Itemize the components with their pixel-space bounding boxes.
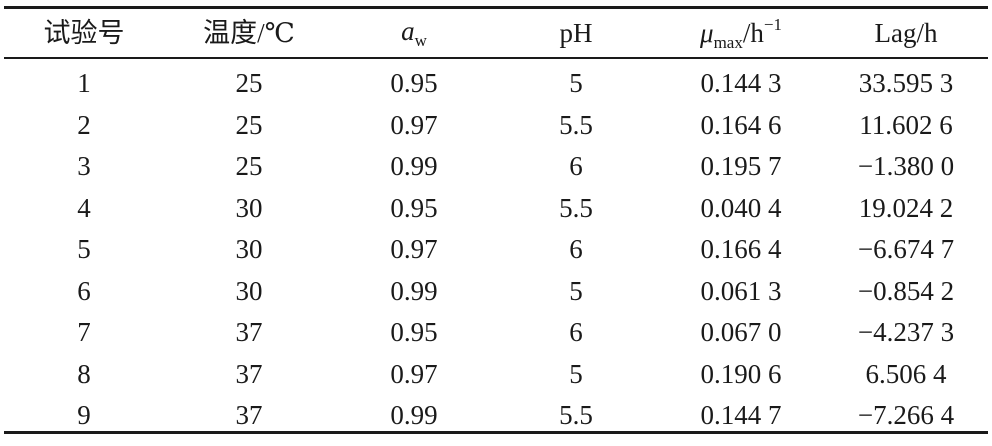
cell-lag-time: −6.674 7 (857, 234, 955, 265)
cell-lag-time: −4.237 3 (857, 317, 955, 348)
cell-ph: 6 (569, 151, 583, 182)
cell-temperature: 25 (235, 68, 263, 99)
table-row: 4 30 0.95 5.5 0.040 4 19.024 2 (4, 188, 988, 230)
cell-max-growth-rate: 0.166 4 (700, 234, 782, 265)
cell-water-activity: 0.99 (390, 400, 438, 431)
header-mu-superscript: −1 (763, 14, 782, 34)
cell-temperature: 30 (235, 234, 263, 265)
cell-trial-number: 5 (77, 234, 91, 265)
cell-ph: 5 (569, 358, 583, 389)
header-max-growth-rate: μmax/h−1 (658, 9, 824, 57)
cell-ph: 6 (569, 317, 583, 348)
cell-trial-number: 1 (77, 68, 91, 99)
header-water-activity: aw (334, 9, 494, 57)
cell-temperature: 25 (235, 109, 263, 140)
header-ph: pH (559, 17, 593, 48)
table-header: 试验号 温度/℃ aw pH μmax/h−1 Lag/h (4, 9, 988, 57)
cell-temperature: 37 (235, 317, 263, 348)
cell-max-growth-rate: 0.061 3 (700, 275, 782, 306)
cell-lag-time: −7.266 4 (857, 400, 955, 431)
cell-temperature: 37 (235, 358, 263, 389)
cell-ph: 6 (569, 234, 583, 265)
cell-trial-number: 7 (77, 317, 91, 348)
cell-ph: 5.5 (559, 109, 593, 140)
table-bottom-rule (4, 431, 988, 434)
cell-max-growth-rate: 0.190 6 (700, 358, 782, 389)
table-row: 2 25 0.97 5.5 0.164 6 11.602 6 (4, 105, 988, 147)
cell-lag-time: 19.024 2 (858, 192, 954, 223)
table-row: 7 37 0.95 6 0.067 0 −4.237 3 (4, 312, 988, 354)
cell-lag-time: −0.854 2 (857, 275, 955, 306)
cell-max-growth-rate: 0.144 3 (700, 68, 782, 99)
cell-temperature: 30 (235, 192, 263, 223)
cell-temperature: 30 (235, 275, 263, 306)
table-row: 8 37 0.97 5 0.190 6 6.506 4 (4, 354, 988, 396)
cell-temperature: 37 (235, 400, 263, 431)
table-row: 1 25 0.95 5 0.144 3 33.595 3 (4, 57, 988, 105)
table-top-rule (4, 6, 988, 9)
header-mu-unit: /h (742, 17, 764, 48)
header-lag-time: Lag/h (874, 17, 938, 48)
header-water-activity-subscript: w (414, 30, 427, 50)
cell-water-activity: 0.99 (390, 151, 438, 182)
cell-trial-number: 3 (77, 151, 91, 182)
cell-water-activity: 0.97 (390, 109, 438, 140)
header-trial-number: 试验号 (43, 17, 125, 48)
cell-water-activity: 0.99 (390, 275, 438, 306)
cell-max-growth-rate: 0.164 6 (700, 109, 782, 140)
experiment-results-table: 试验号 温度/℃ aw pH μmax/h−1 Lag/h 1 25 0.95 5 0.… (4, 9, 988, 437)
table-row: 5 30 0.97 6 0.166 4 −6.674 7 (4, 229, 988, 271)
cell-water-activity: 0.95 (390, 317, 438, 348)
cell-ph: 5.5 (559, 400, 593, 431)
cell-trial-number: 9 (77, 400, 91, 431)
header-row: 试验号 温度/℃ aw pH μmax/h−1 Lag/h (4, 9, 988, 57)
header-temperature: 温度/℃ (203, 17, 295, 48)
cell-max-growth-rate: 0.040 4 (700, 192, 782, 223)
cell-lag-time: 6.506 4 (865, 358, 947, 389)
table-header-rule (4, 57, 988, 59)
cell-trial-number: 2 (77, 109, 91, 140)
cell-max-growth-rate: 0.067 0 (700, 317, 782, 348)
table-row: 9 37 0.99 5.5 0.144 7 −7.266 4 (4, 395, 988, 437)
table-row: 6 30 0.99 5 0.061 3 −0.854 2 (4, 271, 988, 313)
cell-lag-time: 33.595 3 (858, 68, 954, 99)
cell-trial-number: 6 (77, 275, 91, 306)
header-mu-subscript: max (713, 32, 743, 52)
cell-ph: 5.5 (559, 192, 593, 223)
cell-ph: 5 (569, 68, 583, 99)
cell-trial-number: 4 (77, 192, 91, 223)
table-row: 3 25 0.99 6 0.195 7 −1.380 0 (4, 146, 988, 188)
cell-water-activity: 0.97 (390, 234, 438, 265)
header-water-activity-symbol: a (401, 15, 415, 46)
cell-max-growth-rate: 0.195 7 (700, 151, 782, 182)
cell-water-activity: 0.95 (390, 68, 438, 99)
cell-temperature: 25 (235, 151, 263, 182)
table-body: 1 25 0.95 5 0.144 3 33.595 3 2 25 0.97 5.5 0.164 6… (4, 57, 988, 437)
cell-lag-time: 11.602 6 (859, 109, 953, 140)
cell-trial-number: 8 (77, 358, 91, 389)
cell-lag-time: −1.380 0 (857, 151, 955, 182)
header-mu-symbol: μ (700, 17, 714, 48)
cell-water-activity: 0.95 (390, 192, 438, 223)
cell-max-growth-rate: 0.144 7 (700, 400, 782, 431)
cell-ph: 5 (569, 275, 583, 306)
cell-water-activity: 0.97 (390, 358, 438, 389)
